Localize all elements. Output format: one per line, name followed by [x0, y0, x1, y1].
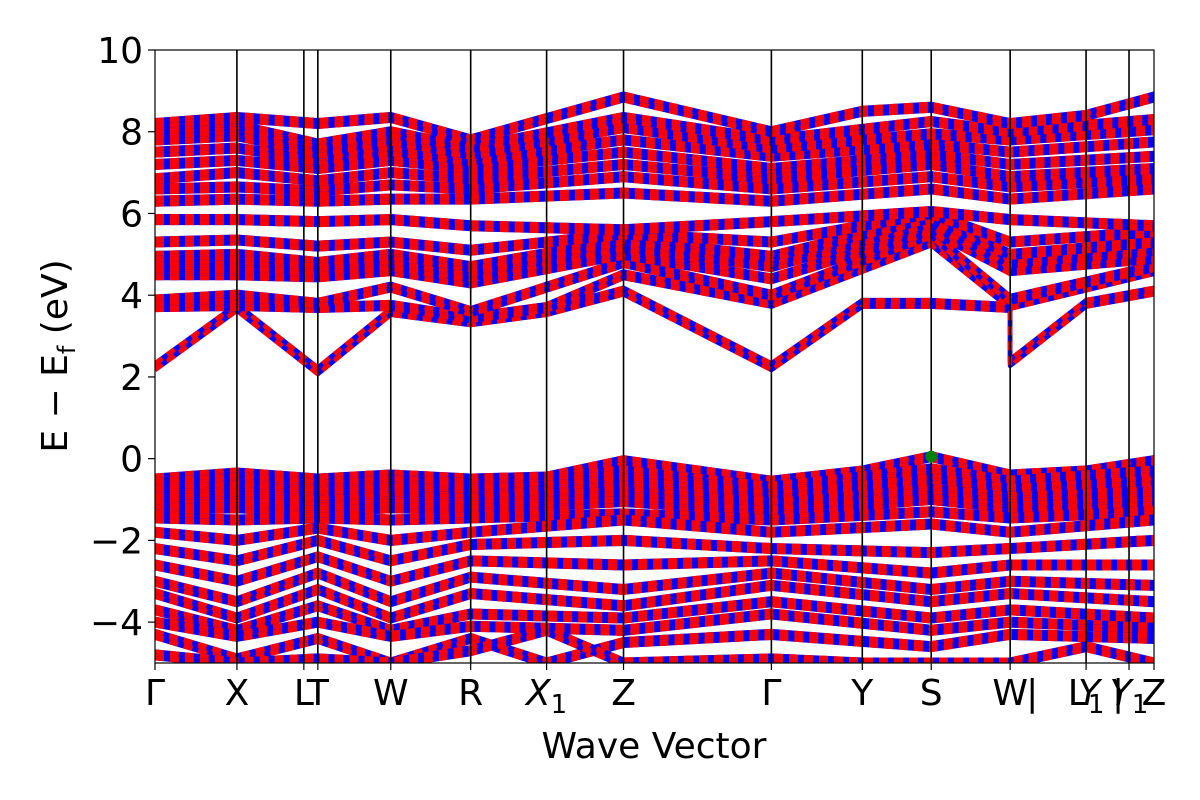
x-tick-label: W: [373, 673, 409, 714]
x-tick-label: L: [294, 673, 314, 714]
y-tick-label: 4: [120, 276, 143, 317]
y-axis-title-sub: f: [53, 345, 81, 354]
marker-layer: [925, 450, 938, 463]
band-line-red: [155, 624, 1154, 662]
band-line-red: [155, 538, 1154, 564]
band-line-red: [155, 534, 1154, 560]
y-tick-label: −4: [90, 603, 143, 644]
band-line-red: [155, 541, 1154, 567]
y-tick-label: 6: [120, 194, 143, 235]
band-line-red: [155, 632, 1154, 663]
vbm-marker: [925, 450, 938, 463]
x-tick-label: X: [225, 673, 250, 714]
band-line-red: [155, 228, 1154, 311]
x-tick-label-overlap: Y: [1078, 673, 1103, 714]
band-line-red: [155, 94, 1154, 143]
x-ticks: Γ X LT W R X1 Z Γ Y S W| L1Y |Y1Z: [145, 663, 1166, 720]
x-tick-label: Γ: [145, 673, 165, 714]
y-tick-label: 0: [120, 440, 143, 481]
bands-layer: [155, 91, 1154, 663]
band-line-red: [155, 635, 1154, 663]
y-ticks: −4 −2 0 2 4 6 8 10: [90, 31, 155, 644]
x-tick-separator: |: [1026, 673, 1038, 714]
y-tick-label: 2: [120, 358, 143, 399]
x-tick-label: Z: [611, 673, 636, 714]
x-tick-label: Y1: [1110, 673, 1149, 720]
plot-frame: [154, 49, 1155, 664]
band-line-red: [155, 599, 1154, 633]
x-tick-label: R: [458, 673, 483, 714]
x-axis-title: Wave Vector: [542, 726, 767, 767]
kpoint-lines: [236, 50, 1130, 663]
y-tick-label: −2: [90, 521, 143, 562]
x-tick-label: Z: [1142, 673, 1167, 714]
x-tick-label: Y: [850, 673, 874, 714]
y-tick-label: 10: [97, 31, 143, 72]
band-line-red: [155, 628, 1154, 663]
y-axis-title: E − Ef (eV): [35, 259, 81, 452]
band-line-red: [155, 231, 1154, 314]
x-tick-label: L1: [1068, 673, 1105, 720]
band-line-red: [155, 602, 1154, 636]
y-axis-title-unit: (eV): [35, 259, 76, 345]
x-tick-label: S: [920, 673, 943, 714]
band-line-red: [155, 557, 1154, 587]
x-tick-label: W: [992, 673, 1028, 714]
x-tick-separator: |: [1112, 673, 1124, 714]
band-line-red: [155, 551, 1154, 581]
band-line-red: [155, 91, 1154, 139]
band-line-red: [155, 98, 1154, 146]
x-tick-label: X1: [524, 673, 567, 720]
x-tick-label: Γ: [761, 673, 781, 714]
band-line-red: [155, 631, 1150, 663]
y-axis-title-main: E − E: [35, 354, 76, 453]
band-line-red: [155, 554, 1154, 584]
y-tick-label: 8: [120, 113, 143, 154]
x-tick-label: T: [306, 673, 330, 714]
band-line-red: [155, 596, 1154, 630]
band-line-red: [155, 234, 1154, 318]
